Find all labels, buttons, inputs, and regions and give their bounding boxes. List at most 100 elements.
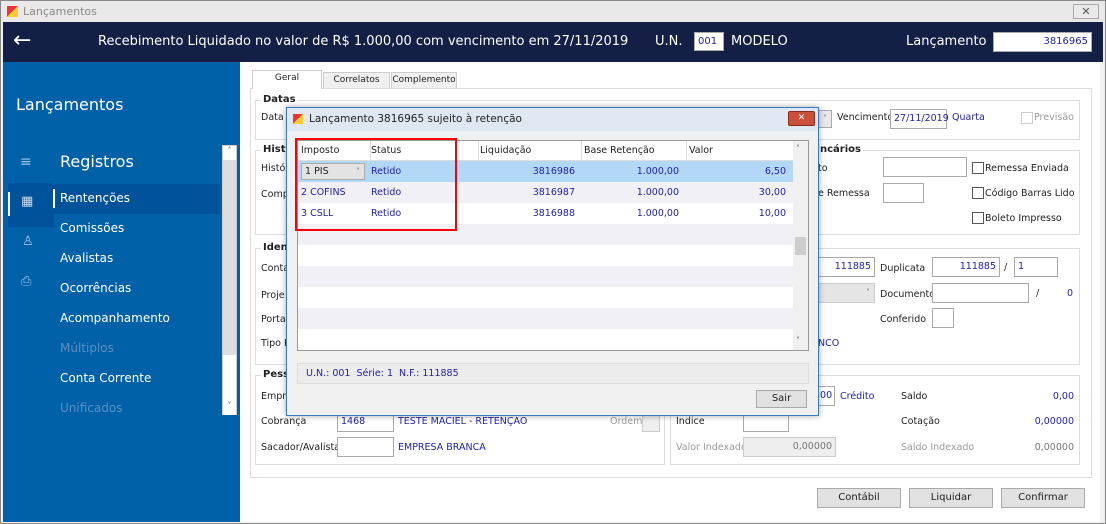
person-icon[interactable]: ♙ <box>22 234 34 249</box>
empty-row <box>298 329 793 350</box>
banc-field2-input[interactable] <box>883 183 924 203</box>
status-cell: Retido <box>371 208 402 219</box>
sidebar-item-comissoes[interactable]: Comissões <box>60 221 125 235</box>
contabil-button[interactable]: Contábil <box>817 488 901 508</box>
active-indicator <box>8 192 10 216</box>
codigo-barras-label: Código Barras Lido <box>985 188 1075 199</box>
sidebar-item-acompanhamento[interactable]: Acompanhamento <box>60 311 170 325</box>
dialog-info-text: U.N.: 001 Série: 1 N.F.: 111885 <box>306 368 459 379</box>
empty-row <box>298 245 793 266</box>
saldo-indexado-label: Saldo Indexado <box>901 442 975 453</box>
table-row[interactable]: 3 CSLL Retido 3816988 1.000,00 10,00 <box>298 203 793 224</box>
sidebar-item-avalistas[interactable]: Avalistas <box>60 251 114 265</box>
cobranca-label: Cobrança <box>261 416 307 427</box>
scroll-up-icon[interactable]: ˄ <box>796 144 800 153</box>
dialog-info-bar: U.N.: 001 Série: 1 N.F.: 111885 <box>297 363 809 384</box>
col-imposto[interactable]: Imposto <box>301 141 371 161</box>
scroll-thumb[interactable] <box>795 237 806 255</box>
close-window-button[interactable]: ✕ <box>1073 4 1099 19</box>
back-arrow-icon[interactable]: ← <box>13 28 32 53</box>
ordem-label: Ordem <box>610 416 643 427</box>
empty-row <box>298 308 793 329</box>
duplicata-input[interactable]: 111885 <box>932 257 1000 277</box>
tipo-value: NCO <box>818 338 840 349</box>
previsao-checkbox[interactable] <box>1021 112 1033 124</box>
boleto-impresso-label: Boleto Impresso <box>985 213 1062 224</box>
dialog-close-button[interactable]: ✕ <box>788 111 815 126</box>
empty-row <box>298 266 793 287</box>
data-label: Data <box>261 112 284 123</box>
dialog-title-bar: Lançamento 3816965 sujeito à retenção ✕ <box>287 108 818 131</box>
saldo-value: 0,00 <box>1052 391 1074 402</box>
sacador-input[interactable] <box>337 437 394 457</box>
col-valor[interactable]: Valor <box>689 145 713 156</box>
sidebar: Lançamentos ≡ Registros ▦ ♙ ⎙ Rentenções… <box>3 62 240 522</box>
boleto-impresso-checkbox[interactable] <box>972 212 984 224</box>
sidebar-item-conta-corrente[interactable]: Conta Corrente <box>60 371 152 385</box>
header-bar: ← Recebimento Liquidado no valor de R$ 1… <box>3 22 1103 62</box>
status-cell: Retido <box>371 166 402 177</box>
tab-complemento[interactable]: Complemento <box>391 72 457 89</box>
col-base-retencao[interactable]: Base Retenção <box>584 141 687 161</box>
portador-label: Porta <box>261 314 286 325</box>
base-cell: 1.000,00 <box>636 187 679 198</box>
conferido-input[interactable] <box>932 308 954 328</box>
window-title-bar: Lançamentos ✕ <box>1 1 1105 22</box>
sidebar-item-ocorrencias[interactable]: Ocorrências <box>60 281 132 295</box>
lancamento-input[interactable]: 3816965 <box>993 32 1092 52</box>
previsao-label: Previsão <box>1034 112 1074 123</box>
banc-field1-input[interactable] <box>883 157 967 177</box>
group-historico-title: Histo <box>261 144 295 155</box>
chevron-down-icon: ˅ <box>356 167 360 176</box>
liquidar-button[interactable]: Liquidar <box>909 488 993 508</box>
indice-label: Índice <box>676 416 705 427</box>
retention-doc-icon[interactable]: ▦ <box>21 194 34 209</box>
sidebar-section-title: Registros <box>60 152 134 171</box>
tab-geral[interactable]: Geral <box>252 70 322 89</box>
tipo-label: Tipo F <box>261 338 290 349</box>
menu-icon[interactable]: ≡ <box>20 154 32 170</box>
vencimento-input[interactable]: 27/11/2019 <box>890 109 949 129</box>
col-liquidacao[interactable]: Liquidação <box>480 141 582 161</box>
col-status[interactable]: Status <box>371 141 479 161</box>
sidebar-title: Lançamentos <box>16 95 124 114</box>
tab-correlatos[interactable]: Correlatos <box>323 72 390 89</box>
sair-button[interactable]: Sair <box>756 390 807 408</box>
grid-header: Imposto Status Liquidação Base Retenção … <box>298 141 793 161</box>
historico-label: Histór <box>261 163 290 174</box>
scroll-up-icon[interactable]: ˄ <box>223 146 236 160</box>
un-input[interactable]: 001 <box>694 32 724 51</box>
table-row[interactable]: 2 COFINS Retido 3816987 1.000,00 30,00 <box>298 182 793 203</box>
sidebar-item-unificados: Unificados <box>60 401 123 415</box>
scroll-down-icon[interactable]: ˅ <box>223 401 236 415</box>
credito-label: Crédito <box>840 391 875 402</box>
imposto-cell: 3 CSLL <box>301 208 334 219</box>
documento-separator: / <box>1036 288 1040 299</box>
sidebar-scrollbar[interactable]: ˄ ˅ <box>222 145 237 415</box>
table-row[interactable]: 1 PIS ˅ Retido 3816986 1.000,00 6,50 <box>298 161 793 182</box>
group-pessoas-title: Pess <box>261 369 292 380</box>
status-cell: Retido <box>371 187 402 198</box>
imposto-dropdown[interactable]: 1 PIS ˅ <box>301 163 365 180</box>
parcela-input[interactable]: 1 <box>1014 257 1058 277</box>
scroll-down-icon[interactable]: ˅ <box>796 336 800 345</box>
documento-input[interactable] <box>932 283 1029 303</box>
documento-number: 0 <box>1067 288 1074 299</box>
valor-input[interactable]: ,00 <box>815 386 835 406</box>
data-dropdown-chevron-icon[interactable]: ˅ <box>818 110 832 128</box>
codigo-barras-checkbox[interactable] <box>972 187 984 199</box>
app-icon <box>7 6 18 17</box>
grid-scrollbar[interactable]: ˄ ˅ <box>793 141 808 350</box>
header-description: Recebimento Liquidado no valor de R$ 1.0… <box>98 34 629 49</box>
sidebar-item-active-bg <box>53 184 220 214</box>
sidebar-item-retencoes[interactable]: Rentenções <box>60 191 131 205</box>
printer-icon[interactable]: ⎙ <box>21 274 32 289</box>
remessa-enviada-checkbox[interactable] <box>972 162 984 174</box>
liquidacao-cell: 3816988 <box>532 208 575 219</box>
window-title: Lançamentos <box>23 5 97 18</box>
item-indicator <box>53 189 55 208</box>
scroll-track <box>223 355 236 401</box>
cotacao-value: 0,00000 <box>1034 416 1074 427</box>
confirmar-button[interactable]: Confirmar <box>1001 488 1085 508</box>
cotacao-label: Cotação <box>901 416 940 427</box>
